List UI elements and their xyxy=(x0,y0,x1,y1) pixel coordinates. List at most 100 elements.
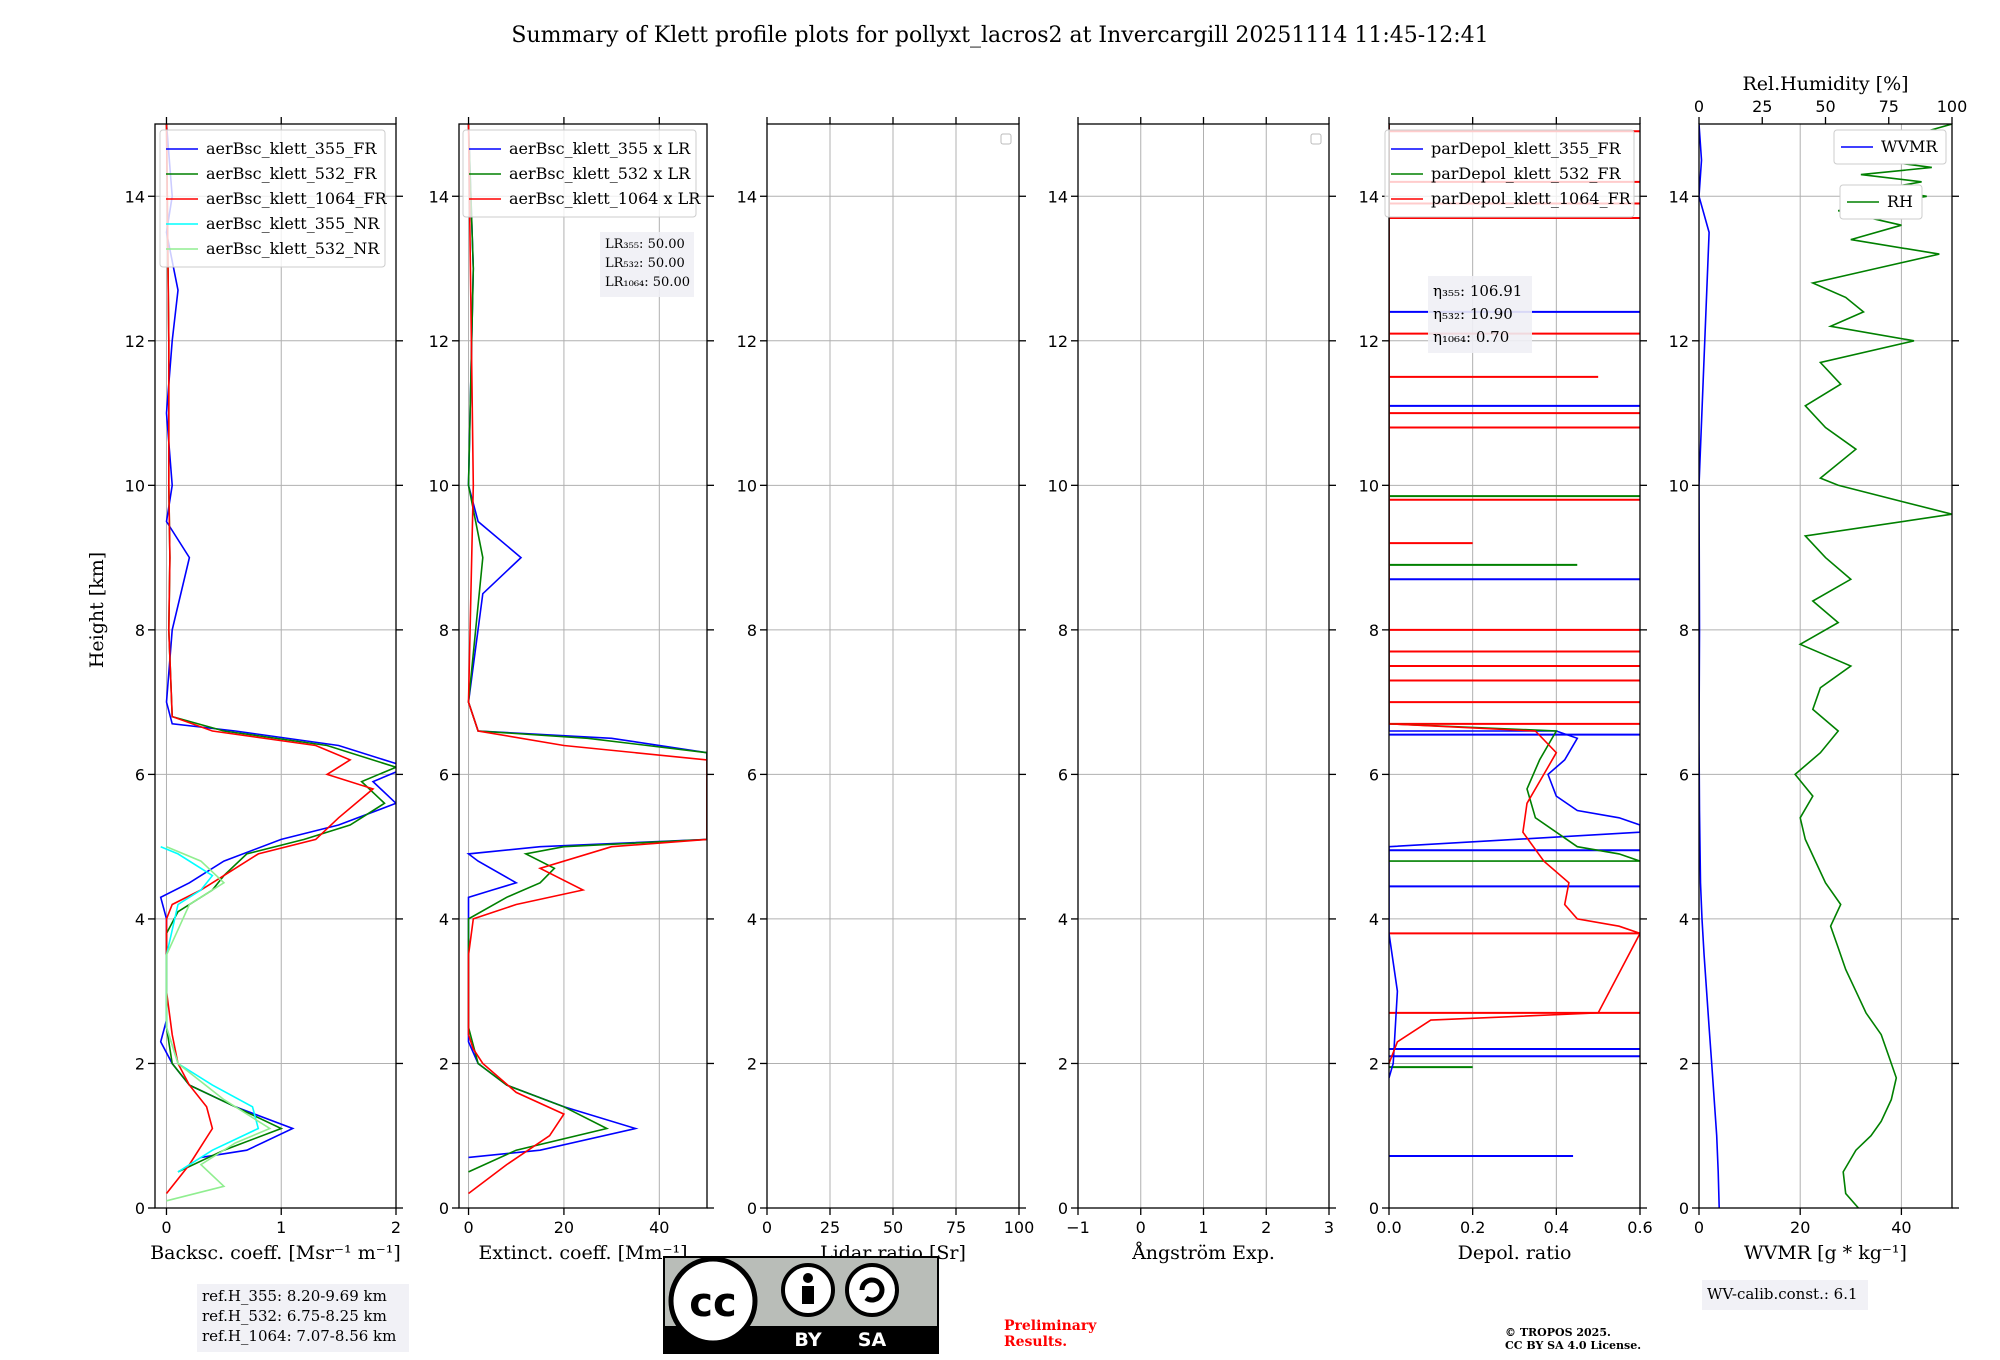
legend-wvmr: WVMR xyxy=(1833,129,1947,165)
legend-entry-label: aerBsc_klett_1064_FR xyxy=(206,189,388,208)
series-line-parDepol_klett_355_FR xyxy=(1389,124,1640,1079)
x-axis-label: Extinct. coeff. [Mm⁻¹] xyxy=(478,1242,687,1264)
series-group xyxy=(466,124,707,1195)
x-tick-label: 2 xyxy=(391,1218,401,1237)
legend-entry-label: aerBsc_klett_355_FR xyxy=(206,139,377,158)
annotation-line: LR₅₃₂: 50.00 xyxy=(605,256,685,271)
legend-entry-label: aerBsc_klett_532_NR xyxy=(206,239,380,258)
x-tick-label: −1 xyxy=(1066,1218,1090,1237)
legend-entry-label: parDepol_klett_355_FR xyxy=(1431,139,1622,158)
y-tick-label: 0 xyxy=(439,1199,449,1218)
top-x-tick-label: 0 xyxy=(1694,97,1704,116)
series-line-RH xyxy=(1793,124,1952,1208)
top-x-tick-label: 50 xyxy=(1815,97,1835,116)
series-line-aerBsc_klett_1064_FR xyxy=(165,124,375,1194)
annotation-bg xyxy=(1702,1280,1868,1310)
series-line-parDepol_klett_1064_FR xyxy=(1389,124,1640,1064)
chart-panel-humidity: 0 2 4 6 8 10 12 14 0 20 40 WVMR [g * kg⁻¹] 0 25 50 75 10… xyxy=(1669,73,1968,1310)
y-tick-label: 12 xyxy=(1048,332,1068,351)
y-tick-label: 10 xyxy=(1669,476,1689,495)
y-tick-label: 0 xyxy=(135,1199,145,1218)
top-x-tick-label: 100 xyxy=(1937,97,1968,116)
x-tick-label: 0.2 xyxy=(1460,1218,1485,1237)
license-badge: cc BY SA xyxy=(663,1256,939,1354)
axes-frame xyxy=(1388,123,1641,1209)
x-axis-label: WVMR [g * kg⁻¹] xyxy=(1744,1242,1907,1264)
x-tick-label: 0 xyxy=(762,1218,772,1237)
annotation-line: η₃₅₅: 106.91 xyxy=(1433,282,1522,300)
series-group xyxy=(159,124,396,1202)
chart-panel-depol: 0 2 4 6 8 10 12 14 0.0 0.2 0.4 0.6 Depol. ratio parDe… xyxy=(1359,117,1653,1264)
top-axis-label: Rel.Humidity [%] xyxy=(1742,73,1908,95)
x-axis-label: Ångström Exp. xyxy=(1131,1242,1275,1264)
y-tick-label: 6 xyxy=(1369,765,1379,784)
x-axis-label: Backsc. coeff. [Msr⁻¹ m⁻¹] xyxy=(150,1242,401,1264)
y-tick-label: 12 xyxy=(1669,332,1689,351)
annotation-line: ref.H_1064: 7.07-8.56 km xyxy=(202,1327,396,1345)
legend-entry-label: parDepol_klett_532_FR xyxy=(1431,164,1622,183)
chart-panel-extinction: 0 2 4 6 8 10 12 14 0 20 40 Extinct. coeff. [Mm⁻¹] ae… xyxy=(429,117,714,1264)
y-tick-label: 4 xyxy=(747,910,757,929)
legend-box xyxy=(1839,184,1923,220)
legend-box xyxy=(462,129,697,218)
y-tick-label: 12 xyxy=(737,332,757,351)
x-tick-label: 50 xyxy=(883,1218,903,1237)
axes-frame xyxy=(458,123,708,1209)
y-tick-label: 2 xyxy=(747,1054,757,1073)
top-x-tick-label: 25 xyxy=(1752,97,1772,116)
x-tick-label: 40 xyxy=(1891,1218,1911,1237)
series-line-aerBsc_klett_532 x LR xyxy=(467,124,707,1173)
y-tick-label: 2 xyxy=(1369,1054,1379,1073)
axes-frame xyxy=(154,123,397,1209)
y-tick-label: 0 xyxy=(747,1199,757,1218)
x-tick-label: 3 xyxy=(1324,1218,1334,1237)
annotation-box: η₃₅₅: 106.91 η₅₃₂: 10.90 η₁₀₆₄: 0.70 xyxy=(1428,276,1532,353)
series-line-aerBsc_klett_355_NR xyxy=(160,845,260,1173)
y-tick-label: 4 xyxy=(1679,910,1689,929)
y-tick-label: 14 xyxy=(125,187,145,206)
cc-icon-label: cc xyxy=(689,1280,736,1326)
y-tick-label: 6 xyxy=(439,765,449,784)
y-tick-label: 0 xyxy=(1058,1199,1068,1218)
y-tick-label: 4 xyxy=(1058,910,1068,929)
legend-box xyxy=(1384,129,1635,218)
legend-box xyxy=(159,129,386,268)
annotation-line: LR₁₀₆₄: 50.00 xyxy=(605,275,690,290)
x-tick-label: 0.0 xyxy=(1376,1218,1401,1237)
annotation-line: η₅₃₂: 10.90 xyxy=(1433,305,1513,323)
sa-label: SA xyxy=(858,1329,887,1351)
y-tick-label: 0 xyxy=(1679,1199,1689,1218)
series-group xyxy=(1699,124,1952,1208)
y-tick-label: 2 xyxy=(1058,1054,1068,1073)
y-tick-label: 10 xyxy=(125,476,145,495)
copyright-line1: © TROPOS 2025. xyxy=(1505,1326,1611,1339)
y-tick-label: 14 xyxy=(1048,187,1068,206)
y-tick-label: 10 xyxy=(1359,476,1379,495)
legend-entry-label: parDepol_klett_1064_FR xyxy=(1431,189,1632,208)
top-x-tick-label: 75 xyxy=(1879,97,1899,116)
sa-arrow-icon xyxy=(859,1277,885,1303)
x-tick-label: 1 xyxy=(276,1218,286,1237)
y-tick-label: 4 xyxy=(439,910,449,929)
y-tick-label: 2 xyxy=(439,1054,449,1073)
annotation-line: ref.H_532: 6.75-8.25 km xyxy=(202,1307,387,1325)
annotation-bg xyxy=(197,1284,409,1352)
y-tick-label: 6 xyxy=(135,765,145,784)
legend-entry-label: aerBsc_klett_1064 x LR xyxy=(509,189,701,208)
annotation-box: LR₃₅₅: 50.00 LR₅₃₂: 50.00 LR₁₀₆₄: 50.00 xyxy=(600,232,694,297)
series-line-aerBsc_klett_355_FR xyxy=(159,124,396,1159)
x-tick-label: 20 xyxy=(554,1218,574,1237)
x-tick-label: 40 xyxy=(649,1218,669,1237)
y-tick-label: 10 xyxy=(737,476,757,495)
y-tick-label: 10 xyxy=(429,476,449,495)
copyright-line2: CC BY SA 4.0 License. xyxy=(1505,1339,1641,1352)
series-line-aerBsc_klett_1064 x LR xyxy=(467,124,707,1195)
annotation-box: ref.H_355: 8.20-9.69 km ref.H_532: 6.75-8… xyxy=(197,1284,409,1352)
annotation-line: WV-calib.const.: 6.1 xyxy=(1707,1285,1858,1303)
x-tick-label: 0.4 xyxy=(1544,1218,1569,1237)
y-tick-label: 12 xyxy=(125,332,145,351)
by-label: BY xyxy=(794,1329,821,1351)
